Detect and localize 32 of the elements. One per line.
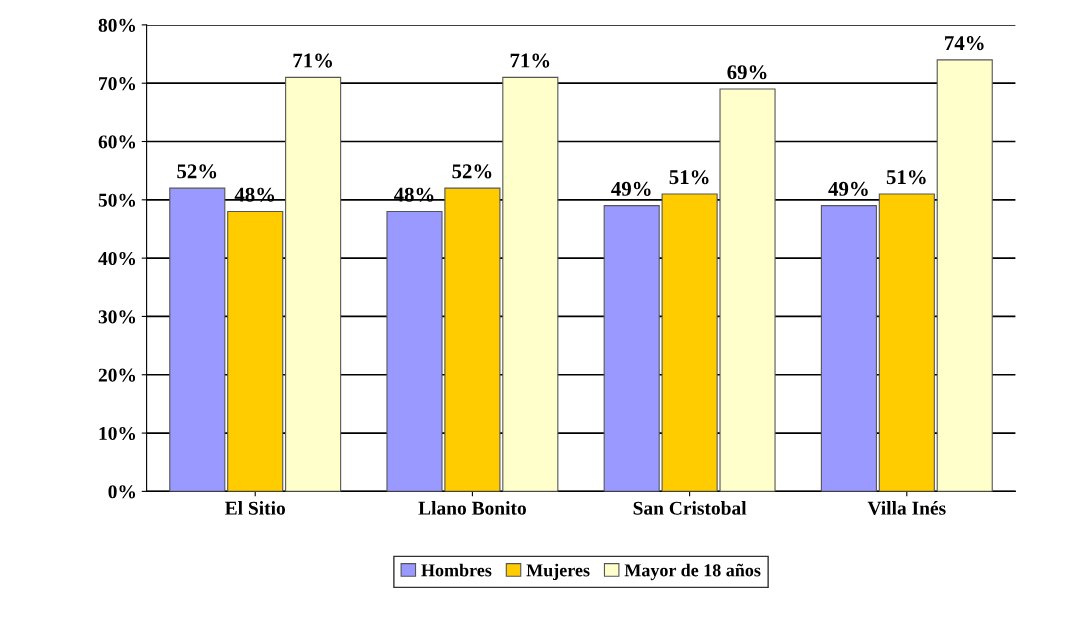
data-label: 49%: [828, 181, 868, 196]
y-tick-label: 0%: [108, 485, 136, 499]
legend-label: Mujeres: [526, 563, 590, 581]
y-tick-label: 40%: [98, 251, 136, 266]
y-tick-label: 10%: [99, 426, 136, 441]
data-label: 49%: [611, 181, 651, 196]
y-tick-label: 20%: [98, 368, 136, 382]
data-label: 52%: [452, 164, 492, 179]
bar: [878, 193, 935, 492]
data-label: 52%: [177, 164, 217, 179]
data-label: 51%: [886, 170, 926, 185]
data-label: 51%: [669, 170, 709, 185]
data-label: 69%: [727, 65, 767, 80]
y-tick-label: 80%: [98, 18, 136, 32]
x-tick-label: Llano Bonito: [418, 501, 526, 515]
y-tick-label: 60%: [98, 135, 136, 149]
bar: [169, 187, 226, 492]
legend-label: Mayor de 18 años: [624, 563, 761, 581]
y-tick-label: 70%: [99, 77, 136, 91]
bar: [227, 210, 284, 492]
y-tick-label: 30%: [98, 310, 136, 324]
bar: [820, 205, 877, 492]
y-tick-label: 50%: [98, 193, 136, 207]
bar: [936, 59, 993, 492]
data-label: 71%: [293, 53, 333, 68]
x-tick-label: San Cristobal: [633, 501, 747, 515]
data-label: 71%: [510, 53, 550, 68]
x-tick-label: El Sitio: [225, 501, 285, 515]
x-tick-label: Villa Inés: [867, 501, 946, 515]
bar: [285, 76, 342, 492]
legend-label: Hombres: [421, 563, 492, 577]
data-label: 74%: [945, 36, 984, 51]
